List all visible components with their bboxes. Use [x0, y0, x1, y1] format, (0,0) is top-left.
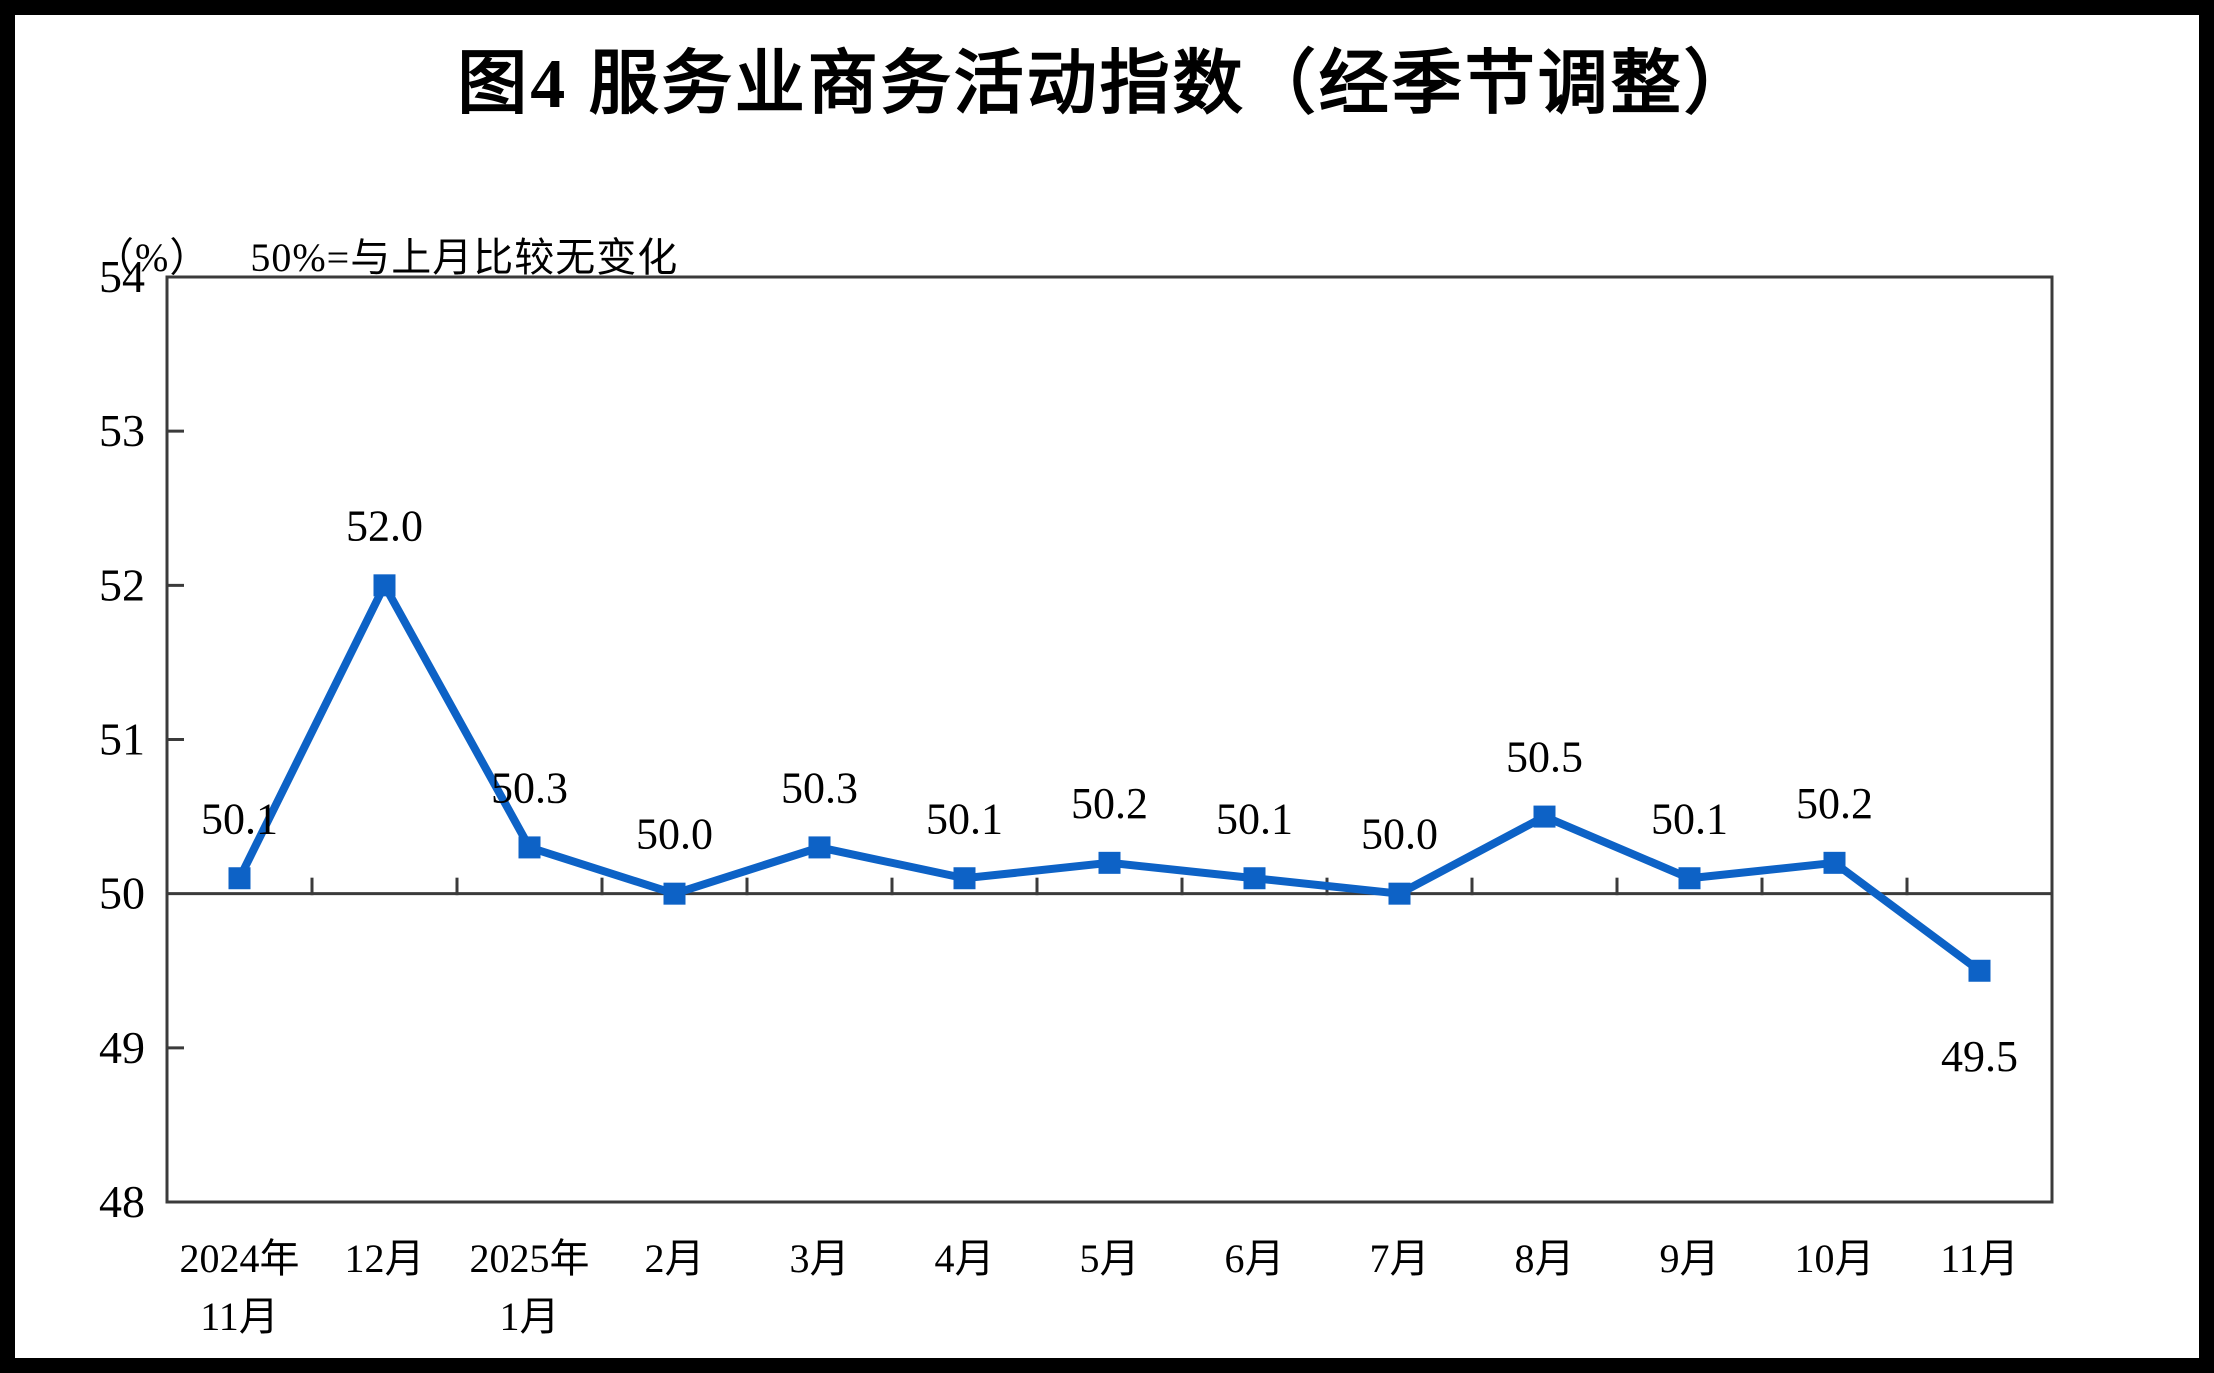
data-point-marker — [953, 867, 976, 890]
y-axis-tick-label: 54 — [99, 251, 145, 302]
x-axis-label: 11月 — [200, 1294, 279, 1339]
x-axis-label: 7月 — [1370, 1236, 1430, 1281]
x-axis-label: 6月 — [1225, 1236, 1285, 1281]
data-label: 50.1 — [1216, 794, 1293, 843]
x-axis-label: 3月 — [790, 1236, 850, 1281]
data-point-marker — [1388, 882, 1411, 905]
x-axis-label: 11月 — [1940, 1236, 2019, 1281]
data-point-marker — [373, 574, 396, 597]
x-axis-label: 4月 — [935, 1236, 995, 1281]
data-point-marker — [1243, 867, 1266, 890]
data-point-marker — [518, 836, 541, 859]
x-axis-label: 2025年 — [470, 1236, 590, 1281]
x-axis-label: 9月 — [1660, 1236, 1720, 1281]
reference-note: 50%=与上月比较无变化 — [250, 235, 679, 280]
y-axis-unit-label: （%） — [94, 235, 211, 280]
y-axis-tick-label: 52 — [99, 559, 145, 610]
x-axis-label: 8月 — [1515, 1236, 1575, 1281]
x-axis-label: 2024年 — [180, 1236, 300, 1281]
data-point-marker — [1098, 851, 1121, 874]
data-label: 50.0 — [1361, 810, 1438, 859]
x-axis-label: 10月 — [1795, 1236, 1875, 1281]
data-point-marker — [1678, 867, 1701, 890]
data-point-marker — [228, 867, 251, 890]
x-axis-label: 12月 — [345, 1236, 425, 1281]
data-label: 50.2 — [1796, 779, 1873, 828]
data-label: 50.3 — [781, 763, 858, 812]
data-label: 50.0 — [636, 810, 713, 859]
plot-border — [165, 275, 2054, 1204]
y-axis-tick-label: 53 — [99, 405, 145, 456]
chart-svg: 48 49 50 51 52 53 54 50.1 52.0 50.3 50.0 50.3 50.1 50… — [99, 251, 2054, 1339]
data-point-marker — [808, 836, 831, 859]
data-label: 50.5 — [1506, 733, 1583, 782]
x-axis-label: 1月 — [500, 1294, 560, 1339]
y-axis-tick-label: 49 — [99, 1022, 145, 1073]
chart-title: 图4 服务业商务活动指数（经季节调整） — [457, 46, 1757, 123]
data-label: 50.3 — [491, 763, 568, 812]
x-axis-label: 5月 — [1080, 1236, 1140, 1281]
data-label: 49.5 — [1941, 1032, 2018, 1081]
data-label: 50.1 — [201, 794, 278, 843]
data-label: 52.0 — [346, 501, 423, 550]
data-point-marker — [663, 882, 686, 905]
y-axis-tick-label: 51 — [99, 714, 145, 765]
x-axis-label: 2月 — [645, 1236, 705, 1281]
data-label: 50.2 — [1071, 779, 1148, 828]
data-point-marker — [1823, 851, 1846, 874]
data-point-marker — [1533, 805, 1556, 828]
y-axis-tick-label: 48 — [99, 1176, 145, 1227]
data-label: 50.1 — [1651, 794, 1728, 843]
data-label: 50.1 — [926, 794, 1003, 843]
y-axis-tick-label: 50 — [99, 868, 145, 919]
data-point-marker — [1968, 959, 1991, 982]
figure-page: 图4 服务业商务活动指数（经季节调整） （%） 50%=与上月比较无变化 48 49… — [15, 15, 2199, 1358]
chart-subhead: （%） 50%=与上月比较无变化 — [50, 178, 678, 330]
